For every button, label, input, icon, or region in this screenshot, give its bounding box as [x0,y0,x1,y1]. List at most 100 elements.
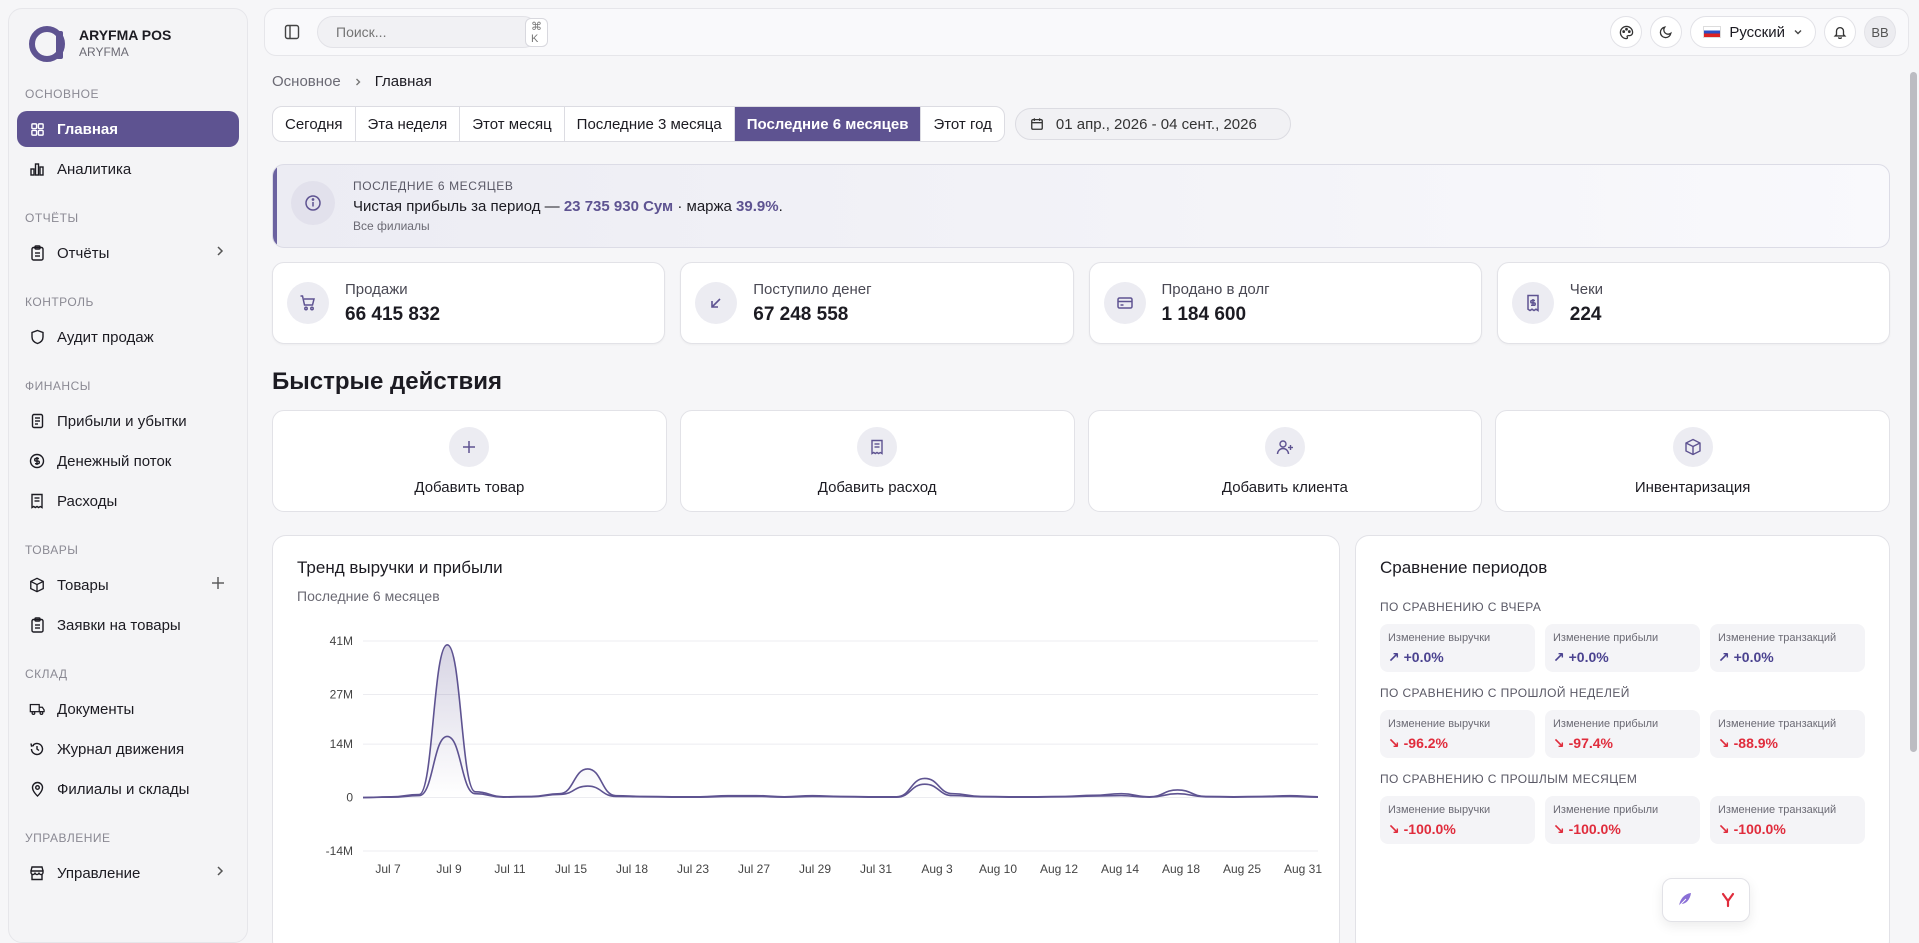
add-product-plus-icon[interactable] [211,576,225,595]
language-select[interactable]: Русский [1690,16,1816,48]
search-input[interactable] [336,24,517,40]
x-tick-label: Jul 15 [555,862,587,876]
stat-card-sales: Продажи 66 415 832 [272,262,666,344]
nav-group-title: СКЛАД [25,667,68,681]
sidebar-item-label: Документы [57,700,135,718]
quick-actions: Добавить товар Добавить расход Добавить … [272,410,1890,512]
sidebar: ARYFMA POS ARYFMA ОСНОВНОЕ Главная Аналити… [8,8,248,943]
revenue-line [362,644,1319,799]
nav-group-title: ФИНАНСЫ [25,379,91,393]
trend-subtitle: Последние 6 месяцев [297,588,440,604]
compare-group-title: ПО СРАВНЕНИЮ С ПРОШЛОЙ НЕДЕЛЕЙ [1380,686,1630,700]
trend-title: Тренд выручки и прибыли [297,558,503,577]
page-scrollbar[interactable] [1910,72,1917,752]
yandex-icon[interactable] [1720,892,1736,908]
search-box[interactable]: ⌘ K [317,16,548,48]
sidebar-item[interactable]: Журнал движения [17,731,239,767]
sidebar-item[interactable]: Прибыли и убытки [17,403,239,439]
x-tick-label: Aug 31 [1284,862,1322,876]
banner-title: ПОСЛЕДНИЕ 6 МЕСЯЦЕВ [353,179,514,193]
sidebar-item-label: Филиалы и склады [57,780,190,798]
theme-palette-button[interactable] [1610,16,1643,48]
brand[interactable]: ARYFMA POS ARYFMA [9,9,247,77]
sidebar-item[interactable]: Управление [17,855,239,891]
add-product-button[interactable]: Добавить товар [272,410,667,512]
sidebar-item-label: Прибыли и убытки [57,412,187,430]
truck-icon [29,701,45,717]
user-plus-icon [1264,426,1305,467]
chevron-right-icon [355,78,361,85]
compare-cell-label: Изменение прибыли [1553,804,1659,816]
sidebar-item[interactable]: Филиалы и склады [17,771,239,807]
stat-label: Поступило денег [753,280,872,298]
compare-cell: Изменение прибыли ↘ -97.4% [1545,710,1700,758]
stat-value: 67 248 558 [753,303,849,325]
x-tick-label: Jul 27 [738,862,770,876]
sidebar-item[interactable]: Товары [17,567,239,603]
sidebar-item[interactable]: Расходы [17,483,239,519]
nav-group-title: ТОВАРЫ [25,543,79,557]
store-icon [29,865,45,881]
sidebar-item[interactable]: Отчёты [17,235,239,271]
profit-banner: ПОСЛЕДНИЕ 6 МЕСЯЦЕВ Чистая прибыль за пе… [272,164,1890,248]
x-tick-label: Aug 12 [1040,862,1078,876]
feather-icon[interactable] [1676,891,1694,909]
sidebar-item[interactable]: Заявки на товары [17,607,239,643]
user-avatar[interactable]: BB [1864,16,1896,48]
sidebar-item[interactable]: Документы [17,691,239,727]
x-tick-label: Aug 14 [1101,862,1139,876]
add-expense-label: Добавить расход [817,478,937,496]
period-tab[interactable]: Последние 6 месяцев [734,107,922,141]
compare-cell-value: ↘ -96.2% [1388,735,1448,751]
period-tab[interactable]: Сегодня [273,107,356,141]
search-shortcut: ⌘ K [525,17,548,47]
notifications-button[interactable] [1824,16,1856,48]
compare-cell-value: ↘ -100.0% [1388,821,1456,837]
banner-sub: Все филиалы [353,219,430,233]
period-tab[interactable]: Этот год [933,115,992,133]
compare-row: Изменение выручки ↘ -96.2% Изменение прибы… [1380,710,1865,758]
dark-mode-button[interactable] [1650,16,1683,48]
compare-groups: ПО СРАВНЕНИЮ С ВЧЕРА Изменение выручки ↗ +… [1380,600,1865,844]
period-tab[interactable]: Эта неделя [356,107,461,141]
compare-cell: Изменение прибыли ↘ -100.0% [1545,796,1700,844]
banner-margin: 39.9% [736,198,779,215]
period-tab[interactable]: Последние 3 месяца [565,107,735,141]
compare-cell-label: Изменение транзакций [1718,632,1837,644]
breadcrumb-root[interactable]: Основное [272,73,341,90]
compare-row: Изменение выручки ↘ -100.0% Изменение приб… [1380,796,1865,844]
sidebar-item[interactable]: Денежный поток [17,443,239,479]
add-expense-button[interactable]: Добавить расход [679,410,1075,512]
y-tick-label: -14M [326,844,353,858]
compare-cell: Изменение прибыли ↗ +0.0% [1545,624,1700,672]
x-tick-label: Jul 23 [677,862,709,876]
sidebar-item[interactable]: Главная [17,111,239,147]
plus-icon [449,426,490,467]
x-tick-label: Jul 31 [860,862,892,876]
sidebar-item[interactable]: Аудит продаж [17,319,239,355]
box-icon [29,577,45,593]
chevron-down-icon [1794,30,1802,35]
calendar-icon [1030,118,1043,130]
sidebar-item[interactable]: Аналитика [17,151,239,187]
sidebar-toggle-button[interactable] [277,17,307,47]
compare-group-title: ПО СРАВНЕНИЮ С ВЧЕРА [1380,600,1542,614]
nav-group-title: ОТЧЁТЫ [25,211,79,225]
date-range-value: 01 апр., 2026 - 04 сент., 2026 [1055,115,1257,133]
palette-icon [1619,25,1634,39]
inventory-button[interactable]: Инвентаризация [1495,410,1890,512]
add-client-button[interactable]: Добавить клиента [1087,410,1483,512]
compare-cell-label: Изменение выручки [1388,718,1491,730]
period-tab[interactable]: Этот месяц [460,107,565,141]
y-tick-label: 14M [330,737,353,751]
compare-group-title: ПО СРАВНЕНИЮ С ПРОШЛЫМ МЕСЯЦЕМ [1380,772,1638,786]
banner-profit: 23 735 930 Сум [563,198,674,215]
clipboard-list-icon [29,617,45,633]
nav-group-title: УПРАВЛЕНИЕ [25,831,111,845]
compare-cell: Изменение транзакций ↘ -100.0% [1710,796,1865,844]
x-tick-label: Aug 25 [1223,862,1261,876]
compare-cell: Изменение транзакций ↘ -88.9% [1710,710,1865,758]
date-range-picker[interactable]: 01 апр., 2026 - 04 сент., 2026 [1014,108,1291,140]
profit-line [362,735,1319,799]
panel-left-icon [284,24,300,40]
